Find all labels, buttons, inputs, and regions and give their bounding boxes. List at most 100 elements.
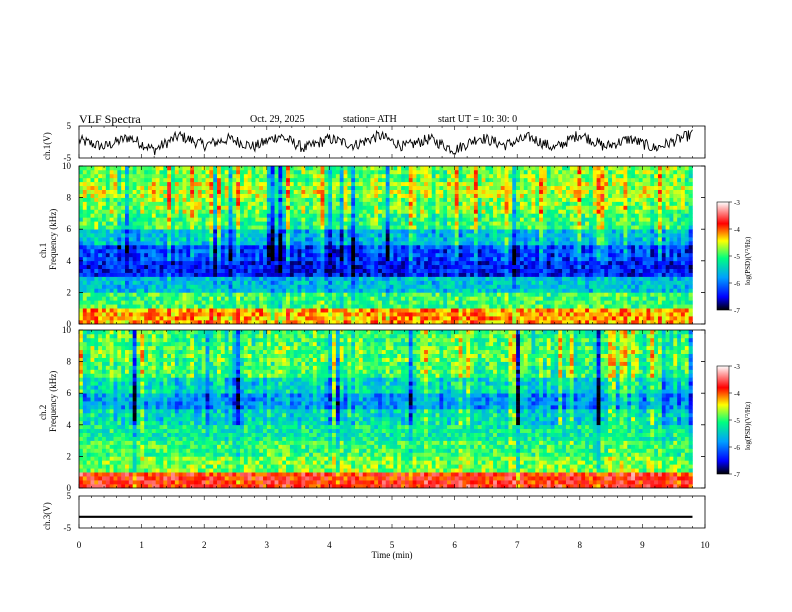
- spectrogram-cell: [255, 264, 260, 269]
- spectrogram-cell: [236, 284, 241, 289]
- spectrogram-cell: [631, 237, 636, 242]
- spectrogram-cell: [611, 256, 617, 262]
- spectrogram-cell: [512, 288, 517, 293]
- spectrogram-cell: [408, 296, 413, 301]
- spectrogram-cell: [79, 280, 84, 285]
- spectrogram-cell: [309, 209, 314, 214]
- spectrogram-cell: [171, 209, 176, 214]
- spectrogram-cell: [443, 256, 448, 262]
- spectrogram-cell: [243, 237, 248, 242]
- spectrogram-cell: [82, 312, 87, 317]
- spectrogram-cell: [489, 245, 494, 250]
- spectrogram-cell: [550, 264, 555, 269]
- spectrogram-cell: [374, 316, 379, 321]
- spectrogram-cell: [604, 201, 609, 206]
- spectrogram-cell: [274, 292, 279, 297]
- spectrogram-cell: [339, 260, 344, 266]
- spectrogram-cell: [619, 304, 624, 309]
- spectrogram-cell: [416, 296, 421, 301]
- spectrogram-cell: [121, 213, 126, 218]
- spectrogram-cell: [140, 241, 145, 246]
- spectrogram-cell: [174, 237, 179, 242]
- spectrogram-cell: [151, 252, 156, 258]
- spectrogram-cell: [232, 201, 237, 206]
- spectrogram-cell: [263, 229, 268, 234]
- spectrogram-cell: [247, 292, 252, 297]
- spectrogram-cell: [596, 201, 601, 206]
- spectrogram-cell: [596, 304, 601, 309]
- spectrogram-cell: [286, 209, 291, 214]
- spectrogram-cell: [504, 209, 509, 214]
- spectrogram-cell: [251, 280, 256, 285]
- spectrogram-cell: [688, 256, 693, 262]
- spectrogram-cell: [500, 300, 505, 305]
- spectrogram-cell: [627, 320, 632, 325]
- spectrogram-cell: [454, 248, 459, 254]
- spectrogram-cell: [596, 252, 601, 258]
- spectrogram-cell: [481, 300, 486, 305]
- spectrogram-cell: [573, 264, 578, 269]
- spectrogram-cell: [148, 209, 153, 214]
- spectrogram-cell: [213, 209, 218, 214]
- spectrogram-cell: [493, 264, 498, 269]
- spectrogram-cell: [585, 312, 590, 317]
- spectrogram-cell: [374, 252, 379, 258]
- spectrogram-cell: [366, 237, 371, 242]
- spectrogram-cell: [312, 312, 318, 317]
- spectrogram-cell: [427, 229, 433, 234]
- chart-title: VLF Spectra: [79, 112, 141, 126]
- spectrogram-cell: [500, 308, 505, 313]
- spectrogram-cell: [558, 205, 563, 210]
- spectrogram-cell: [270, 229, 275, 234]
- spectrogram-cell: [677, 245, 682, 250]
- spectrogram-cell: [470, 260, 475, 266]
- spectrogram-cell: [144, 264, 149, 269]
- spectrogram-cell: [339, 280, 344, 285]
- spectrogram-cell: [458, 241, 463, 246]
- spectrogram-cell: [217, 241, 222, 246]
- spectrogram-cell: [477, 256, 482, 262]
- spectrogram-cell: [573, 296, 578, 301]
- spectrogram-cell: [500, 209, 505, 214]
- spectrogram-cell: [251, 272, 256, 277]
- spectrogram-cell: [190, 217, 195, 222]
- spectrogram-cell: [677, 241, 682, 246]
- spectrogram-cell: [473, 241, 479, 246]
- spectrogram-cell: [163, 300, 168, 305]
- spectrogram-cell: [105, 209, 110, 214]
- spectrogram-cell: [450, 308, 456, 313]
- spectrogram-cell: [194, 288, 199, 293]
- spectrogram-cell: [661, 245, 666, 250]
- spectrogram-cell: [496, 312, 502, 317]
- spectrogram-cell: [592, 209, 597, 214]
- spectrogram-cell: [420, 217, 425, 222]
- spectrogram-cell: [167, 201, 172, 206]
- spectrogram-cell: [642, 312, 647, 317]
- spectrogram-cell: [232, 268, 237, 273]
- spectrogram-cell: [125, 245, 130, 250]
- spectrogram-cell: [389, 296, 394, 301]
- spectrogram-cell: [105, 320, 110, 325]
- spectrogram-cell: [251, 248, 256, 254]
- spectrogram-cell: [236, 264, 241, 269]
- spectrogram-cell: [493, 229, 498, 234]
- spectrogram-cell: [420, 272, 425, 277]
- spectrogram-cell: [148, 272, 153, 277]
- spectrogram-cell: [401, 264, 406, 269]
- spectrogram-cell: [654, 221, 659, 226]
- spectrogram-cell: [470, 225, 475, 230]
- spectrogram-cell: [558, 276, 563, 281]
- spectrogram-cell: [328, 225, 333, 230]
- spectrogram-cell: [243, 221, 248, 226]
- spectrogram-cell: [270, 252, 275, 258]
- spectrogram-cell: [401, 260, 406, 266]
- spectrogram-cell: [496, 264, 502, 269]
- spectrogram-cell: [427, 260, 433, 266]
- spectrogram-cell: [516, 320, 521, 325]
- spectrogram-cell: [197, 296, 202, 301]
- spectrogram-cell: [159, 272, 164, 277]
- spectrogram-cell: [604, 260, 609, 266]
- spectrogram-cell: [228, 320, 233, 325]
- spectrogram-cell: [347, 260, 352, 266]
- spectrogram-cell: [132, 288, 137, 293]
